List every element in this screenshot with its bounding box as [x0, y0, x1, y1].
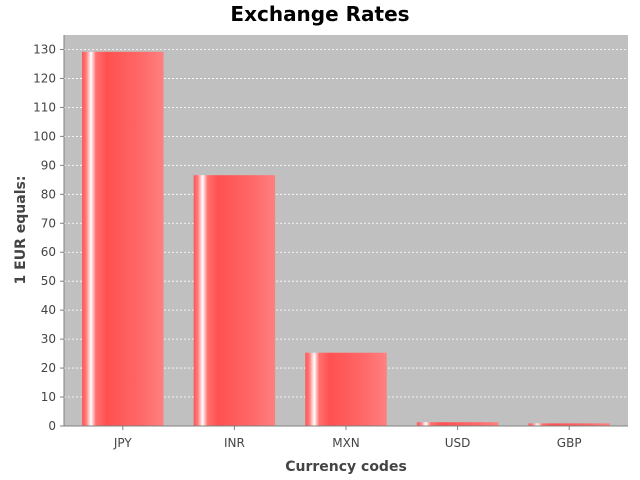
y-axis-label: 1 EUR equals:: [13, 176, 29, 285]
x-tick-label-gbp: GBP: [557, 436, 582, 450]
y-tick-label: 50: [41, 274, 56, 288]
y-tick-label: 40: [41, 303, 56, 317]
y-tick-label: 0: [48, 419, 56, 433]
y-tick-label: 110: [33, 100, 56, 114]
bars: [82, 51, 610, 426]
x-tick-label-mxn: MXN: [332, 436, 360, 450]
y-tick-label: 90: [41, 158, 56, 172]
y-tick-label: 70: [41, 216, 56, 230]
x-axis-label: Currency codes: [285, 459, 407, 475]
x-tick-label-jpy: JPY: [113, 436, 133, 450]
chart-title: Exchange Rates: [230, 2, 409, 26]
y-tick-label: 60: [41, 245, 56, 259]
y-tick-label: 30: [41, 332, 56, 346]
y-tick-label: 130: [33, 42, 56, 56]
x-tick-label-inr: INR: [224, 436, 245, 450]
bar-gbp[interactable]: [528, 423, 610, 426]
bar-usd[interactable]: [416, 422, 499, 426]
bar-jpy[interactable]: [82, 51, 164, 426]
bar-mxn[interactable]: [305, 352, 387, 426]
y-tick-label: 10: [41, 390, 56, 404]
y-tick-label: 100: [33, 129, 56, 143]
bar-inr[interactable]: [193, 175, 276, 426]
y-tick-label: 80: [41, 187, 56, 201]
y-tick-label: 20: [41, 361, 56, 375]
x-axis-ticks: JPY INR MXN USD GBP: [113, 426, 582, 450]
y-tick-label: 120: [33, 71, 56, 85]
x-tick-label-usd: USD: [445, 436, 471, 450]
y-axis-ticks: 0 10 20 30 40 50 60 70 80 90 100 110 120 130: [33, 42, 64, 433]
